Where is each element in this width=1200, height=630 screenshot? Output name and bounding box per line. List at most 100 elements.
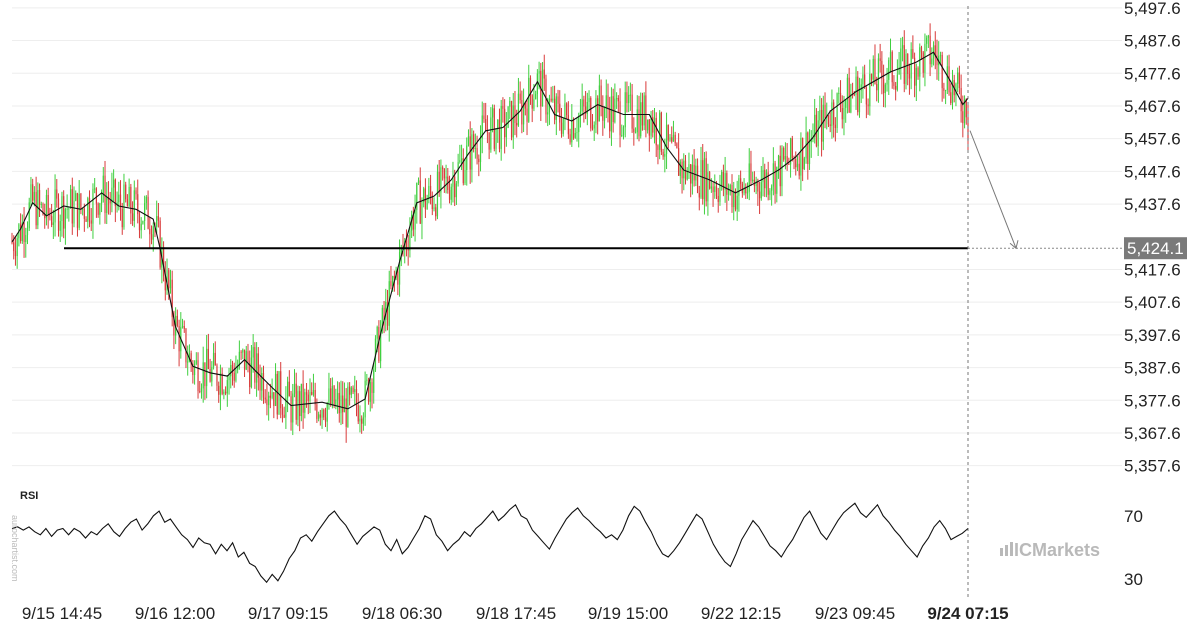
- candle-body: [299, 391, 301, 417]
- candle-body: [741, 183, 743, 194]
- candle-body: [691, 164, 693, 184]
- candle-body: [505, 127, 507, 138]
- candle-body: [634, 132, 637, 134]
- candle-body: [335, 399, 337, 407]
- candle-body: [583, 99, 585, 107]
- candle-body: [366, 379, 368, 381]
- candle-body: [138, 214, 141, 231]
- candle-body: [424, 188, 427, 210]
- candle-body: [729, 185, 731, 190]
- candle-body: [607, 95, 609, 110]
- candle-body: [106, 196, 108, 213]
- candle-body: [516, 122, 518, 126]
- candle-body: [195, 360, 197, 364]
- candle-body: [746, 191, 749, 194]
- candle-body: [192, 364, 194, 376]
- candle-body: [965, 99, 967, 118]
- candle-body: [123, 184, 125, 228]
- candle-body: [560, 122, 563, 134]
- candle-body: [657, 145, 659, 150]
- y-tick-label: 5,387.6: [1124, 359, 1181, 378]
- candle-body: [47, 194, 49, 216]
- candle-body: [168, 270, 170, 289]
- candle-body: [466, 145, 468, 171]
- candle-body: [162, 247, 165, 277]
- candle-body: [791, 138, 793, 159]
- candle-body: [815, 114, 818, 147]
- candle-body: [640, 102, 642, 137]
- candle-body: [69, 189, 72, 209]
- candle-body: [731, 185, 733, 208]
- candle-body: [715, 186, 718, 196]
- candle-body: [509, 101, 511, 107]
- candle-body: [133, 190, 135, 221]
- candle-body: [578, 115, 580, 133]
- candle-body: [693, 164, 695, 181]
- candle-body: [214, 352, 216, 366]
- candle-body: [686, 171, 688, 180]
- candle-body: [888, 60, 890, 80]
- candle-body: [643, 95, 645, 126]
- candle-body: [619, 101, 621, 136]
- candle-body: [736, 195, 738, 210]
- candle-body: [412, 214, 414, 230]
- candle-body: [30, 184, 32, 203]
- candle-body: [724, 173, 726, 190]
- candle-body: [858, 90, 861, 113]
- candle-body: [328, 388, 330, 404]
- candle-body: [87, 198, 89, 222]
- candle-body: [717, 195, 719, 202]
- candle-body: [648, 119, 650, 136]
- candle-body: [614, 98, 616, 123]
- candle-body: [843, 107, 845, 120]
- brand-logo-bar-3: [1010, 542, 1013, 556]
- x-tick-label: 9/23 09:45: [815, 604, 895, 623]
- y-tick-label: 5,437.6: [1124, 195, 1181, 214]
- candle-body: [553, 98, 556, 120]
- rsi-axis: 70 30: [1124, 507, 1143, 589]
- candle-body: [681, 161, 683, 179]
- candle-body: [862, 74, 864, 85]
- candle-body: [521, 100, 523, 125]
- candle-body: [271, 392, 273, 398]
- candle-body: [226, 380, 228, 394]
- candle-body: [455, 183, 458, 198]
- candle-body: [504, 108, 506, 138]
- candle-body: [63, 196, 65, 229]
- candle-body: [696, 165, 699, 193]
- candle-body: [839, 92, 842, 108]
- candle-body: [262, 373, 265, 398]
- candle-body: [85, 218, 87, 222]
- candle-body: [414, 210, 416, 230]
- candle-body: [867, 104, 869, 107]
- y-tick-label: 5,447.6: [1124, 162, 1181, 181]
- candle-body: [869, 73, 871, 107]
- candle-body: [16, 238, 18, 257]
- rsi-line: [11, 502, 969, 584]
- candle-body: [44, 214, 46, 219]
- candle-body: [690, 164, 692, 184]
- candle-body: [877, 58, 880, 91]
- candle-body: [268, 395, 270, 406]
- candle-body: [390, 281, 392, 287]
- candle-body: [338, 392, 340, 414]
- candle-body: [490, 117, 492, 150]
- candle-body: [83, 208, 85, 219]
- candle-body: [779, 155, 781, 187]
- candle-body: [488, 132, 490, 150]
- candle-body: [76, 193, 79, 228]
- candle-body: [922, 52, 924, 73]
- candle-body: [914, 57, 916, 86]
- candle-body: [960, 88, 962, 112]
- candle-body: [483, 115, 485, 120]
- candle-body: [605, 95, 607, 108]
- candle-body: [628, 94, 630, 104]
- candle-body: [591, 128, 594, 130]
- candle-body: [428, 185, 430, 200]
- candle-body: [457, 162, 459, 184]
- candle-body: [808, 142, 811, 165]
- candle-body: [287, 381, 289, 398]
- candle-body: [941, 54, 943, 89]
- candle-body: [240, 351, 242, 353]
